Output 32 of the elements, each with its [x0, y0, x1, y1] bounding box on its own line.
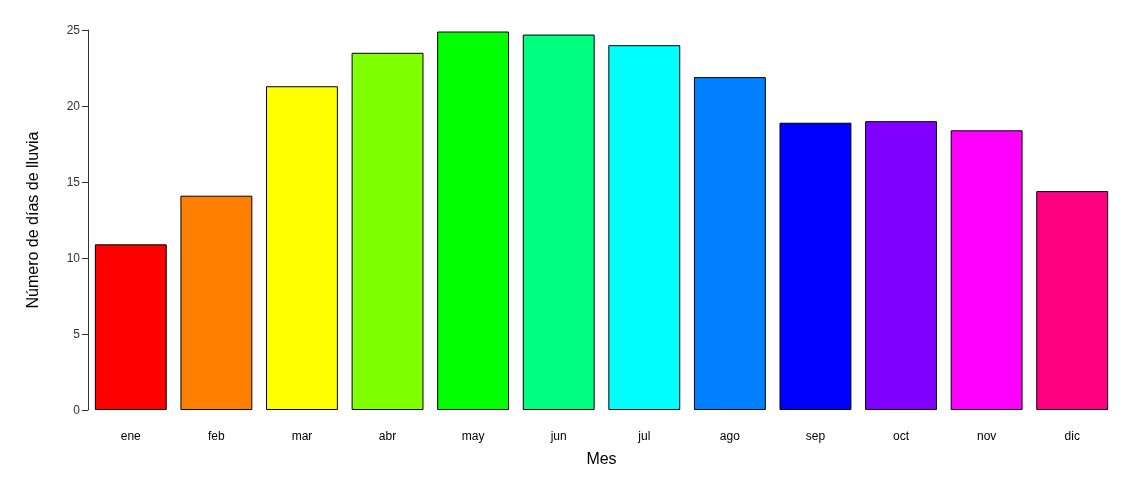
bar [180, 195, 253, 410]
x-tick-label: mar [291, 429, 313, 443]
bar [779, 122, 852, 410]
bar [608, 45, 681, 410]
y-tick-label: 10 [66, 251, 81, 265]
x-tick-label: jun [549, 429, 567, 443]
bar [437, 31, 510, 410]
bar [522, 34, 595, 410]
bar [351, 52, 424, 410]
bar [1036, 191, 1109, 410]
x-tick-label: abr [378, 429, 397, 443]
x-tick-label: may [461, 429, 485, 443]
y-tick-label: 25 [66, 23, 81, 37]
x-tick-label: ene [120, 429, 142, 443]
bar [94, 244, 167, 410]
x-tick-label: sep [805, 429, 826, 443]
bar [950, 130, 1023, 410]
x-tick-label: feb [208, 429, 226, 443]
x-tick-label: ago [719, 429, 741, 443]
x-tick-label: nov [976, 429, 997, 443]
x-tick-label: oct [893, 429, 910, 443]
y-tick-label: 5 [73, 327, 81, 341]
x-tick-label: jul [637, 429, 651, 443]
bar [865, 121, 937, 410]
bar [266, 86, 338, 410]
bar [693, 77, 766, 410]
x-axis-title: Mes [586, 449, 617, 467]
y-tick-label: 20 [66, 99, 81, 113]
y-axis-title: Número de días de lluvia [23, 131, 41, 309]
x-tick-label: dic [1064, 429, 1080, 443]
y-tick-label: 0 [73, 403, 81, 417]
y-tick-label: 15 [66, 175, 81, 189]
